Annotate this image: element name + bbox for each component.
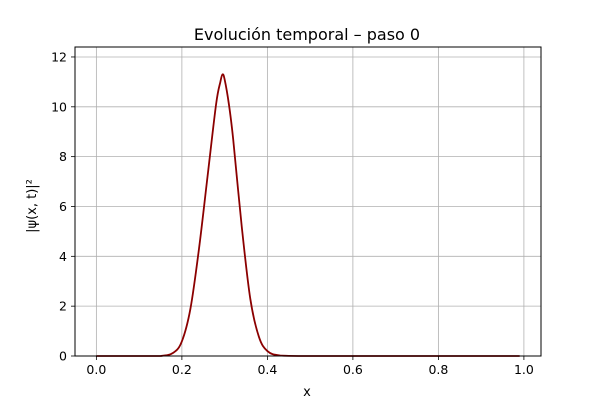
chart-title: Evolución temporal – paso 0 bbox=[194, 25, 420, 44]
x-tick-label: 0.6 bbox=[343, 362, 363, 377]
y-tick-label: 12 bbox=[51, 49, 67, 64]
y-tick-label: 2 bbox=[59, 299, 67, 314]
y-axis-label: |ψ(x, t)|² bbox=[25, 179, 40, 233]
y-tick-label: 6 bbox=[59, 199, 67, 214]
y-tick-label: 4 bbox=[59, 249, 67, 264]
y-tick-label: 8 bbox=[59, 149, 67, 164]
grid bbox=[75, 47, 541, 357]
x-axis-label: x bbox=[303, 385, 311, 400]
plot-frame bbox=[74, 46, 542, 357]
y-tick-label: 0 bbox=[59, 349, 67, 364]
x-tick-label: 0.4 bbox=[257, 362, 277, 377]
series-line-0 bbox=[96, 73, 520, 357]
ticks: 0.0 0.2 0.4 0.6 0.8 1.0 0 2 4 6 8 10 12 bbox=[51, 49, 534, 377]
x-tick-label: 0.2 bbox=[172, 362, 192, 377]
x-tick-label: 0.0 bbox=[86, 362, 106, 377]
x-tick-label: 0.8 bbox=[428, 362, 448, 377]
y-tick-label: 10 bbox=[51, 99, 67, 114]
x-tick-label: 1.0 bbox=[514, 362, 534, 377]
series-layer bbox=[96, 73, 520, 357]
